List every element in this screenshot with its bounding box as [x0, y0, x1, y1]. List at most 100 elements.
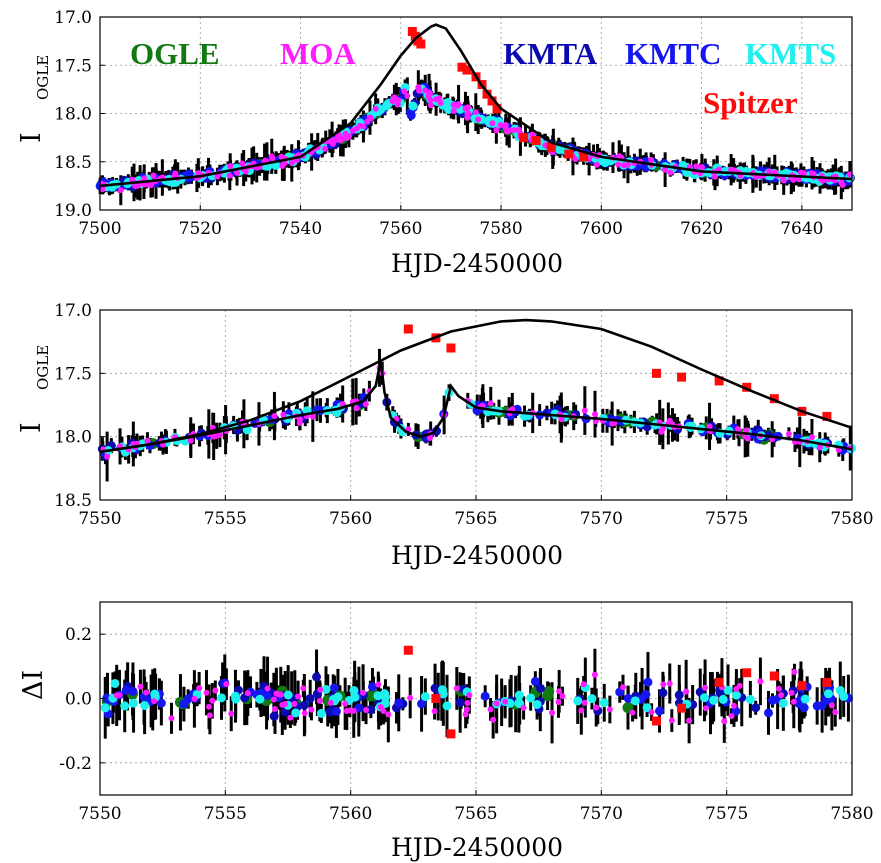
- data-point-moa: [698, 164, 705, 171]
- data-point-moa: [104, 453, 111, 460]
- panel-full-lightcurve: 7500 7520 7540 7560 7580 7600 7620 7640 17.0 17.5…: [16, 8, 855, 278]
- data-point-moa: [372, 105, 379, 112]
- data-point-kmts: [120, 701, 130, 711]
- x-tick-label: 7550: [78, 804, 121, 824]
- data-point-spitzer: [492, 104, 502, 114]
- data-point-moa: [648, 156, 655, 163]
- data-point-moa: [191, 695, 198, 702]
- x-tick-label: 7570: [580, 804, 623, 824]
- data-point-kmtc: [623, 693, 633, 703]
- x-axis-label: HJD-2450000: [391, 541, 563, 570]
- data-point-moa: [342, 130, 349, 137]
- data-point-kmts: [723, 685, 733, 695]
- data-point-moa: [766, 168, 773, 175]
- data-point-kmts: [642, 703, 652, 713]
- legend-entry-kmts: KMTS: [745, 36, 836, 71]
- data-point-kmta: [455, 698, 465, 708]
- data-point-moa: [214, 173, 221, 180]
- data-point-ogle: [543, 686, 555, 698]
- data-point-moa: [667, 169, 674, 176]
- data-point-moa: [797, 169, 804, 176]
- data-point-moa: [172, 170, 179, 177]
- data-point-moa: [502, 124, 509, 131]
- data-point-moa: [168, 715, 175, 722]
- data-point-moa: [404, 93, 411, 100]
- data-point-spitzer: [546, 142, 556, 152]
- data-point-moa: [342, 700, 349, 707]
- data-point-moa: [463, 706, 470, 713]
- data-point-moa: [244, 690, 251, 697]
- data-point-moa: [733, 686, 740, 693]
- data-point-spitzer: [651, 716, 661, 726]
- data-point-moa: [271, 706, 278, 713]
- data-point-moa: [339, 401, 346, 408]
- data-point-moa: [757, 678, 764, 685]
- legend-entry-kmtc: KMTC: [625, 36, 721, 71]
- data-point-kmtc: [367, 682, 377, 692]
- data-point-spitzer: [482, 89, 492, 99]
- data-point-moa: [436, 95, 443, 102]
- data-point-moa: [431, 708, 438, 715]
- data-point-moa: [581, 407, 588, 414]
- data-point-moa: [380, 708, 387, 715]
- data-point-kmtc: [654, 706, 664, 716]
- data-point-moa: [616, 153, 623, 160]
- data-point-moa: [196, 685, 203, 692]
- data-point-kmts: [381, 101, 391, 111]
- data-point-spitzer: [714, 376, 724, 386]
- data-point-moa: [450, 108, 457, 115]
- data-point-moa: [268, 153, 275, 160]
- data-point-kmtc: [767, 695, 777, 705]
- data-point-moa: [648, 709, 655, 716]
- data-point-moa: [327, 699, 334, 706]
- data-point-moa: [385, 711, 392, 718]
- data-point-moa: [141, 175, 148, 182]
- data-point-kmtc: [329, 683, 339, 693]
- data-point-moa: [270, 696, 277, 703]
- data-point-moa: [144, 437, 151, 444]
- data-point-kmta: [269, 711, 279, 721]
- data-point-moa: [234, 169, 241, 176]
- data-point-moa: [203, 689, 210, 696]
- data-point-kmta: [430, 683, 440, 693]
- data-point-moa: [277, 691, 284, 698]
- data-point-kmts: [380, 692, 390, 702]
- panel-residuals: 7550 7555 7560 7565 7570 7575 7580 0.2 0.0 -0.2 Δ…: [18, 601, 874, 862]
- data-point-moa: [427, 102, 434, 109]
- data-point-moa: [683, 688, 690, 695]
- data-point-moa: [593, 161, 600, 168]
- x-axis-label: HJD-2450000: [391, 249, 563, 278]
- data-point-moa: [453, 685, 460, 692]
- y-tick-label: 18.5: [54, 491, 92, 511]
- data-point-kmtc: [417, 699, 427, 709]
- data-point-kmta: [658, 688, 668, 698]
- data-point-spitzer: [822, 677, 832, 687]
- y-tick-label: 17.0: [54, 8, 92, 28]
- data-point-kmta: [366, 705, 376, 715]
- data-point-kmts: [150, 689, 160, 699]
- data-point-kmts: [420, 692, 430, 702]
- data-point-moa: [350, 707, 357, 714]
- data-point-moa: [239, 160, 246, 167]
- data-point-moa: [317, 686, 324, 693]
- data-point-spitzer: [416, 39, 426, 49]
- data-point-moa: [187, 437, 194, 444]
- data-point-spitzer: [651, 368, 661, 378]
- data-point-spitzer: [714, 677, 724, 687]
- panel-zoom-lightcurve: 7550 7555 7560 7565 7570 7575 7580 17.0 17.5 18.0…: [16, 301, 874, 570]
- data-point-moa: [416, 87, 423, 94]
- data-point-moa: [280, 411, 287, 418]
- data-point-spitzer: [564, 149, 574, 159]
- data-point-moa: [393, 96, 400, 103]
- data-point-moa: [353, 405, 360, 412]
- data-point-moa: [839, 181, 846, 188]
- data-point-moa: [668, 717, 675, 724]
- data-point-kmts: [349, 685, 359, 695]
- x-tick-label: 7565: [454, 804, 497, 824]
- data-point-kmts: [316, 708, 326, 718]
- data-point-moa: [216, 431, 223, 438]
- data-point-moa: [465, 104, 472, 111]
- y-tick-label: 19.0: [54, 201, 92, 221]
- legend-entry-kmta: KMTA: [503, 36, 598, 71]
- data-point-moa: [375, 681, 382, 688]
